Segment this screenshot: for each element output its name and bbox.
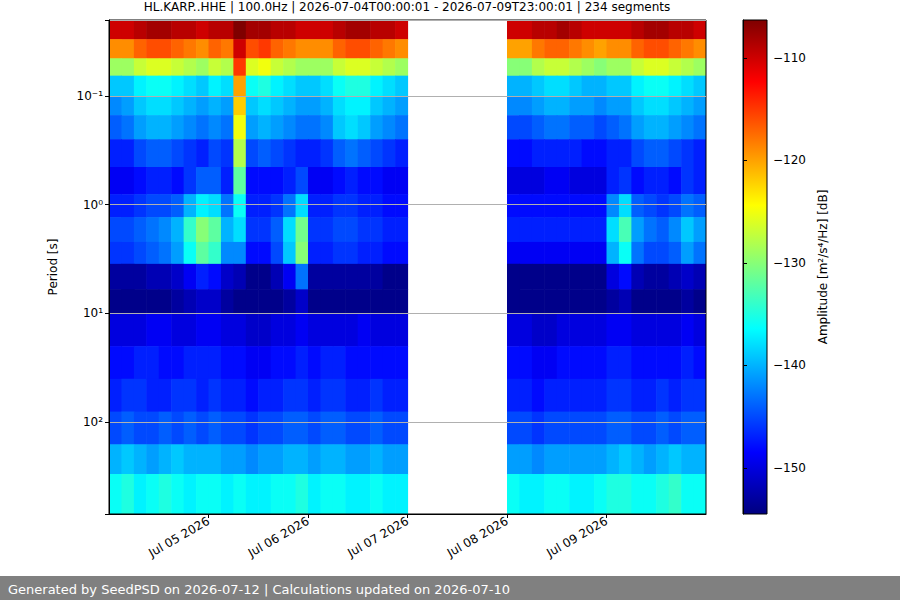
svg-text:−120: −120 (773, 153, 806, 167)
svg-text:−110: −110 (773, 51, 806, 65)
svg-text:10¹: 10¹ (83, 306, 103, 320)
svg-text:10²: 10² (83, 415, 103, 429)
svg-text:10⁰: 10⁰ (83, 198, 103, 212)
svg-text:−140: −140 (773, 358, 806, 372)
svg-text:Jul 05 2026: Jul 05 2026 (145, 514, 212, 561)
svg-text:−130: −130 (773, 256, 806, 270)
svg-text:Jul 06 2026: Jul 06 2026 (245, 514, 312, 561)
svg-text:HL.KARP..HHE | 100.0Hz | 2026-: HL.KARP..HHE | 100.0Hz | 2026-07-04T00:0… (144, 0, 671, 14)
svg-text:Period [s]: Period [s] (46, 239, 60, 296)
svg-text:Generated by SeedPSD on 2026-0: Generated by SeedPSD on 2026-07-12 | Cal… (8, 582, 510, 597)
svg-text:Jul 09 2026: Jul 09 2026 (543, 514, 610, 561)
svg-text:Jul 07 2026: Jul 07 2026 (344, 514, 411, 561)
svg-text:−150: −150 (773, 461, 806, 475)
svg-text:Amplitude [m²/s⁴/Hz] [dB]: Amplitude [m²/s⁴/Hz] [dB] (816, 190, 830, 345)
svg-text:Jul 08 2026: Jul 08 2026 (444, 514, 511, 561)
svg-text:10⁻¹: 10⁻¹ (77, 89, 104, 103)
